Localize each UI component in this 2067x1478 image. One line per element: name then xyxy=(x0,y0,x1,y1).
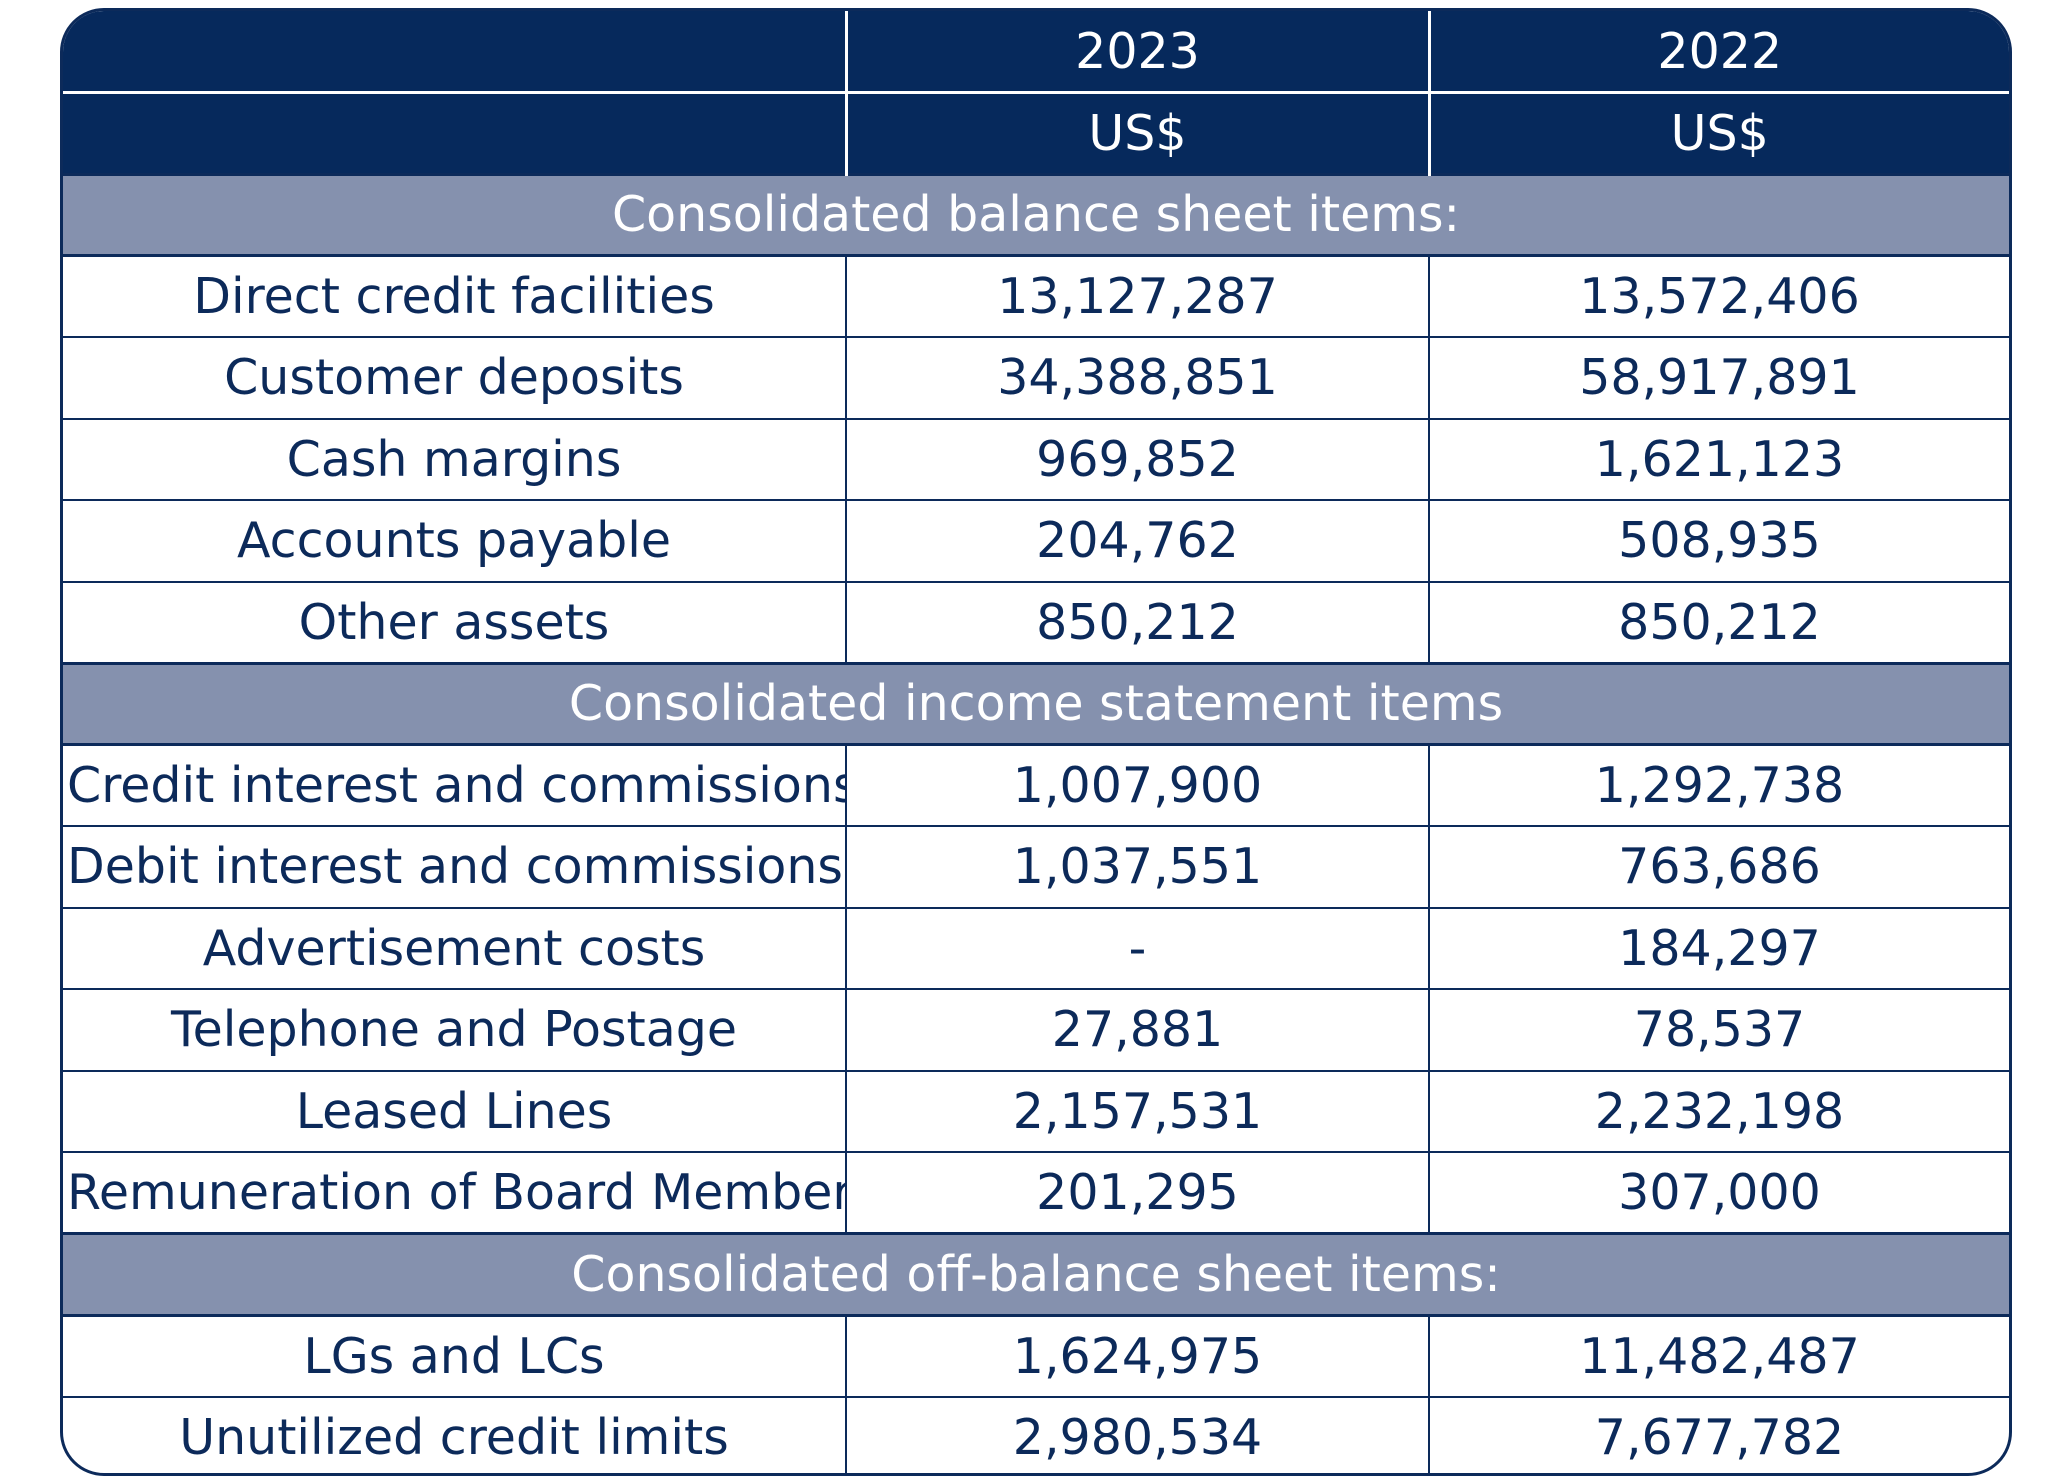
table-row: Accounts payable 204,762 508,935 xyxy=(63,499,2009,583)
table-row: Unutilized credit limits 2,980,534 7,677… xyxy=(63,1395,2009,1473)
row-label: Leased Lines xyxy=(63,1069,846,1153)
section-header-balance-sheet: Consolidated balance sheet items: xyxy=(63,172,2009,257)
value-2022: 1,621,123 xyxy=(1428,417,2009,501)
value-2022: 307,000 xyxy=(1428,1151,2009,1235)
table-row: Other assets 850,212 850,212 xyxy=(63,580,2009,664)
table-row: Customer deposits 34,388,851 58,917,891 xyxy=(63,336,2009,420)
value-2023: 850,212 xyxy=(845,580,1429,664)
row-label: LGs and LCs xyxy=(63,1314,846,1398)
section-title: Consolidated off-balance sheet items: xyxy=(63,1232,2009,1317)
row-label: Direct credit facilities xyxy=(63,254,846,338)
header-label-blank xyxy=(63,11,846,94)
value-2022: 508,935 xyxy=(1428,499,2009,583)
value-2022: 2,232,198 xyxy=(1428,1069,2009,1153)
header-currency-2022: US$ xyxy=(1427,92,2009,174)
value-2022: 763,686 xyxy=(1428,825,2009,909)
header-row-currency: US$ US$ xyxy=(63,92,2009,174)
header-currency-blank xyxy=(63,92,846,174)
value-2023: 13,127,287 xyxy=(845,254,1429,338)
value-2023: 1,037,551 xyxy=(845,825,1429,909)
value-2023: 2,157,531 xyxy=(845,1069,1429,1153)
section-header-income-statement: Consolidated income statement items xyxy=(63,661,2009,746)
table-row: Advertisement costs - 184,297 xyxy=(63,906,2009,990)
table-row: Leased Lines 2,157,531 2,232,198 xyxy=(63,1069,2009,1153)
section-header-off-balance-sheet: Consolidated off-balance sheet items: xyxy=(63,1232,2009,1317)
row-label: Credit interest and commissions xyxy=(63,743,846,827)
value-2022: 78,537 xyxy=(1428,988,2009,1072)
table-row: LGs and LCs 1,624,975 11,482,487 xyxy=(63,1314,2009,1398)
value-2023: 1,007,900 xyxy=(845,743,1429,827)
row-label: Debit interest and commissions xyxy=(63,825,846,909)
value-2022: 11,482,487 xyxy=(1428,1314,2009,1398)
row-label: Cash margins xyxy=(63,417,846,501)
row-label: Remuneration of Board Members xyxy=(63,1151,846,1235)
row-label: Advertisement costs xyxy=(63,906,846,990)
value-2023: 1,624,975 xyxy=(845,1314,1429,1398)
value-2022: 58,917,891 xyxy=(1428,336,2009,420)
value-2023: 969,852 xyxy=(845,417,1429,501)
row-label: Accounts payable xyxy=(63,499,846,583)
table-row: Remuneration of Board Members 201,295 30… xyxy=(63,1151,2009,1235)
row-label: Customer deposits xyxy=(63,336,846,420)
value-2023: - xyxy=(845,906,1429,990)
header-row-years: 2023 2022 xyxy=(63,11,2009,94)
row-label: Telephone and Postage xyxy=(63,988,846,1072)
table-row: Direct credit facilities 13,127,287 13,5… xyxy=(63,254,2009,338)
value-2022: 13,572,406 xyxy=(1428,254,2009,338)
header-currency-2023: US$ xyxy=(844,92,1429,174)
value-2022: 7,677,782 xyxy=(1428,1395,2009,1473)
table-row: Credit interest and commissions 1,007,90… xyxy=(63,743,2009,827)
value-2022: 850,212 xyxy=(1428,580,2009,664)
row-label: Other assets xyxy=(63,580,846,664)
section-title: Consolidated income statement items xyxy=(63,661,2009,746)
value-2022: 184,297 xyxy=(1428,906,2009,990)
row-label: Unutilized credit limits xyxy=(63,1395,846,1473)
section-title: Consolidated balance sheet items: xyxy=(63,172,2009,257)
related-party-table: 2023 2022 US$ US$ Consolidated balance s… xyxy=(60,8,2012,1476)
header-year-2022: 2022 xyxy=(1427,11,2009,94)
table-row: Cash margins 969,852 1,621,123 xyxy=(63,417,2009,501)
table-row: Telephone and Postage 27,881 78,537 xyxy=(63,988,2009,1072)
value-2023: 204,762 xyxy=(845,499,1429,583)
header-year-2023: 2023 xyxy=(844,11,1429,94)
value-2023: 34,388,851 xyxy=(845,336,1429,420)
financial-table: 2023 2022 US$ US$ Consolidated balance s… xyxy=(63,11,2009,1473)
value-2023: 2,980,534 xyxy=(845,1395,1429,1473)
value-2022: 1,292,738 xyxy=(1428,743,2009,827)
table-row: Debit interest and commissions 1,037,551… xyxy=(63,825,2009,909)
value-2023: 201,295 xyxy=(845,1151,1429,1235)
value-2023: 27,881 xyxy=(845,988,1429,1072)
